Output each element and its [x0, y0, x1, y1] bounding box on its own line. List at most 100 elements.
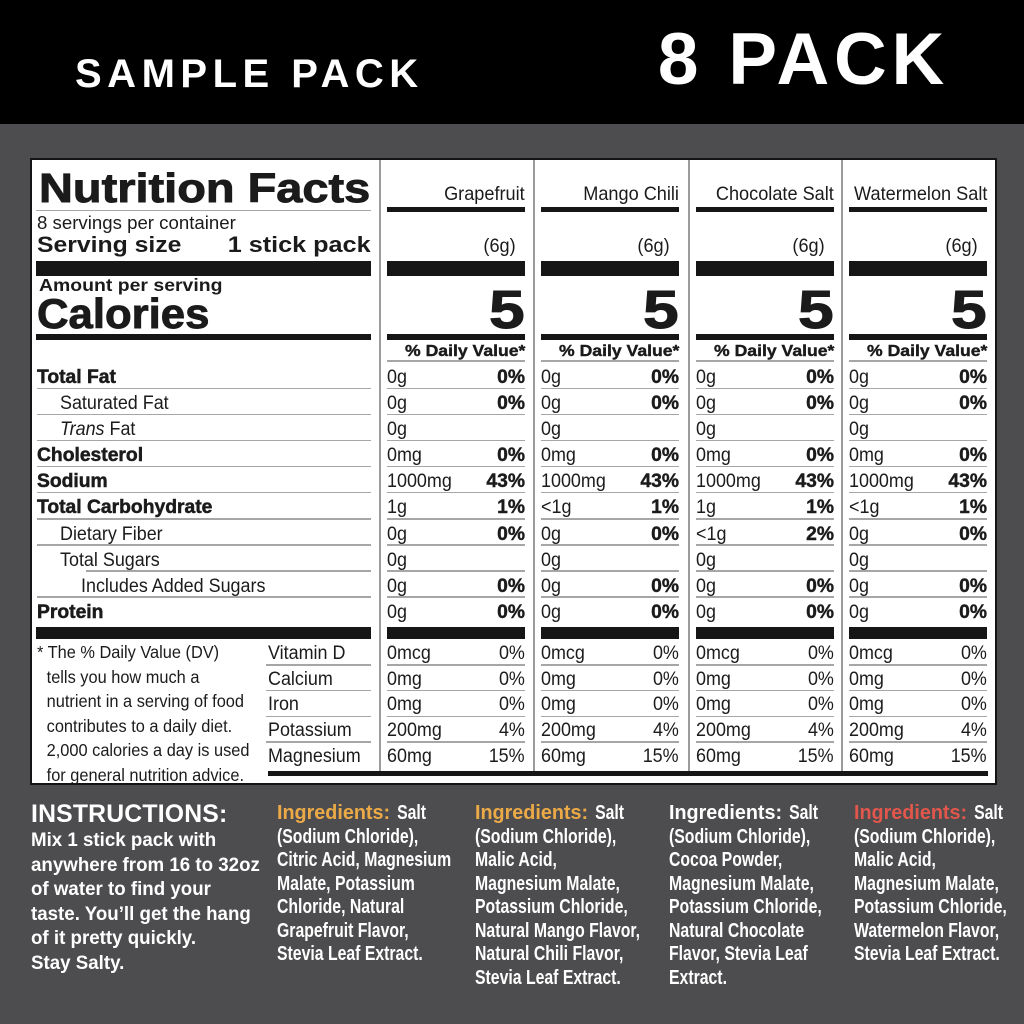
value-row: 0g 0%: [849, 598, 987, 624]
vitamin-row-potassium: Potassium: [266, 717, 371, 743]
medium-bar-calories: [541, 334, 679, 340]
flavor-value-rows: 0g 0% 0g 0% 0g 0mg 0% 1000mg 43% 1g 1% <1g 2% 0g 0g 0% 0…: [696, 363, 834, 624]
vitamin-value-row: 0mg 0%: [541, 666, 679, 692]
vitamin-amount: 0mcg: [387, 643, 431, 664]
amount-value: 0g: [541, 601, 561, 623]
value-row: 0g 0%: [387, 520, 525, 546]
row-rule: [541, 664, 679, 666]
nutrient-row-trans-fat: Trans Fat: [37, 415, 371, 442]
amount-value: 0g: [387, 601, 407, 623]
amount-value: 0g: [696, 601, 716, 623]
daily-value-percent: 0%: [651, 575, 679, 597]
value-row: 0mg 0%: [541, 441, 679, 468]
row-rule: [387, 491, 525, 494]
instructions-title: INSTRUCTIONS:: [31, 799, 228, 828]
value-row: 1000mg 43%: [541, 467, 679, 494]
flavor-column-grapefruit: Grapefruit (6g) 5% Daily Value* 0g 0% 0g 0% 0g 0…: [387, 160, 526, 783]
row-rule: [387, 664, 525, 666]
value-row: 0g 0%: [696, 389, 834, 416]
thick-bar-serving: [696, 261, 834, 276]
row-rule: [849, 491, 987, 494]
flavor-column-chocolate-salt: Chocolate Salt (6g) 5% Daily Value* 0g 0% 0g 0…: [696, 160, 835, 783]
vitamin-amount: 0mg: [387, 694, 422, 716]
amount-value: 0g: [387, 367, 407, 388]
vitamin-value-row: 60mg 15%: [541, 743, 679, 769]
value-row: 0g: [696, 546, 834, 572]
amount-value: 0g: [696, 575, 716, 597]
vitamin-value-row: 200mg 4%: [849, 717, 987, 743]
row-rule: [387, 439, 525, 442]
vitamin-value-row: 60mg 15%: [387, 743, 525, 769]
vitamin-amount: 0mg: [541, 694, 576, 716]
flavor-serving-weight: (6g): [637, 235, 670, 257]
daily-value-percent: 0%: [806, 393, 834, 415]
amount-value: 1000mg: [541, 471, 606, 493]
daily-value-percent: 1%: [806, 497, 834, 519]
amount-value: 0mg: [541, 445, 576, 467]
vitamin-percent: 0%: [653, 694, 679, 716]
column-divider: [688, 160, 690, 772]
amount-value: 1000mg: [849, 471, 914, 493]
serving-size-value: 1 stick pack: [228, 232, 371, 257]
daily-value-rule: [696, 360, 834, 362]
nutrient-row-saturated-fat: Saturated Fat: [37, 389, 371, 416]
flavor-calories-value: 5: [643, 280, 680, 340]
row-rule: [849, 465, 987, 468]
daily-value-percent: 1%: [497, 497, 525, 519]
flavor-serving-weight: (6g): [483, 235, 516, 257]
row-rule: [387, 413, 525, 416]
vitamin-label: Vitamin D: [268, 643, 346, 664]
sample-pack-title: SAMPLE PACK: [75, 52, 424, 96]
value-row: 0g 0%: [849, 572, 987, 598]
row-rule: [696, 715, 834, 718]
row-rule: [37, 465, 371, 468]
amount-value: 1000mg: [696, 471, 761, 493]
row-rule: [541, 689, 679, 692]
footnote-line: 2,000 calories a day is used: [46, 740, 250, 761]
flavor-name: Chocolate Salt: [716, 182, 834, 205]
vitamin-row-iron: Iron: [266, 691, 371, 718]
row-rule: [37, 413, 371, 416]
row-rule: [387, 715, 525, 718]
vitamin-row-calcium: Calcium: [266, 666, 371, 692]
row-rule: [541, 570, 679, 572]
value-row: 0g 0%: [696, 598, 834, 624]
daily-value-percent: 2%: [806, 523, 834, 545]
row-rule: [696, 544, 834, 546]
row-rule: [541, 741, 679, 743]
amount-value: <1g: [849, 497, 880, 519]
vitamin-value-row: 0mg 0%: [387, 666, 525, 692]
value-row: 1g 1%: [696, 493, 834, 520]
medium-bar-calories: [696, 334, 834, 340]
vitamin-percent: 4%: [653, 720, 679, 742]
daily-value-percent: 0%: [651, 367, 679, 388]
flavor-serving-weight: (6g): [945, 235, 978, 257]
top-banner: SAMPLE PACK 8 PACK: [0, 0, 1024, 124]
ingredients-label: Ingredients:: [277, 802, 391, 824]
daily-value-percent: 0%: [959, 445, 987, 467]
ingredients-watermelon-salt: Ingredients: Salt (Sodium Chloride), Mali…: [854, 802, 1007, 965]
daily-value-percent: 0%: [959, 601, 987, 623]
daily-value-percent: 0%: [651, 445, 679, 467]
row-rule: [86, 570, 371, 572]
row-rule: [696, 387, 834, 390]
flavor-name-rule: [387, 206, 525, 212]
thick-bar-serving: [541, 261, 679, 276]
vitamin-amount: 0mcg: [849, 643, 893, 664]
row-rule: [541, 596, 679, 598]
daily-value-percent: 0%: [651, 393, 679, 415]
serving-size-label: Serving size: [37, 232, 182, 257]
vitamin-percent: 0%: [808, 694, 834, 716]
flavor-name-rule: [849, 206, 987, 212]
vitamin-amount: 200mg: [849, 720, 904, 742]
amount-value: <1g: [541, 497, 572, 519]
footnote-line: contributes to a daily diet.: [46, 715, 233, 736]
vitamin-amount: 200mg: [541, 720, 596, 742]
value-row: 0g: [849, 546, 987, 572]
daily-value-header: % Daily Value*: [558, 343, 679, 360]
value-row: 0g 0%: [387, 572, 525, 598]
amount-value: 0g: [696, 393, 716, 415]
vitamin-percent: 0%: [961, 694, 987, 716]
amount-value: 1g: [387, 497, 407, 519]
